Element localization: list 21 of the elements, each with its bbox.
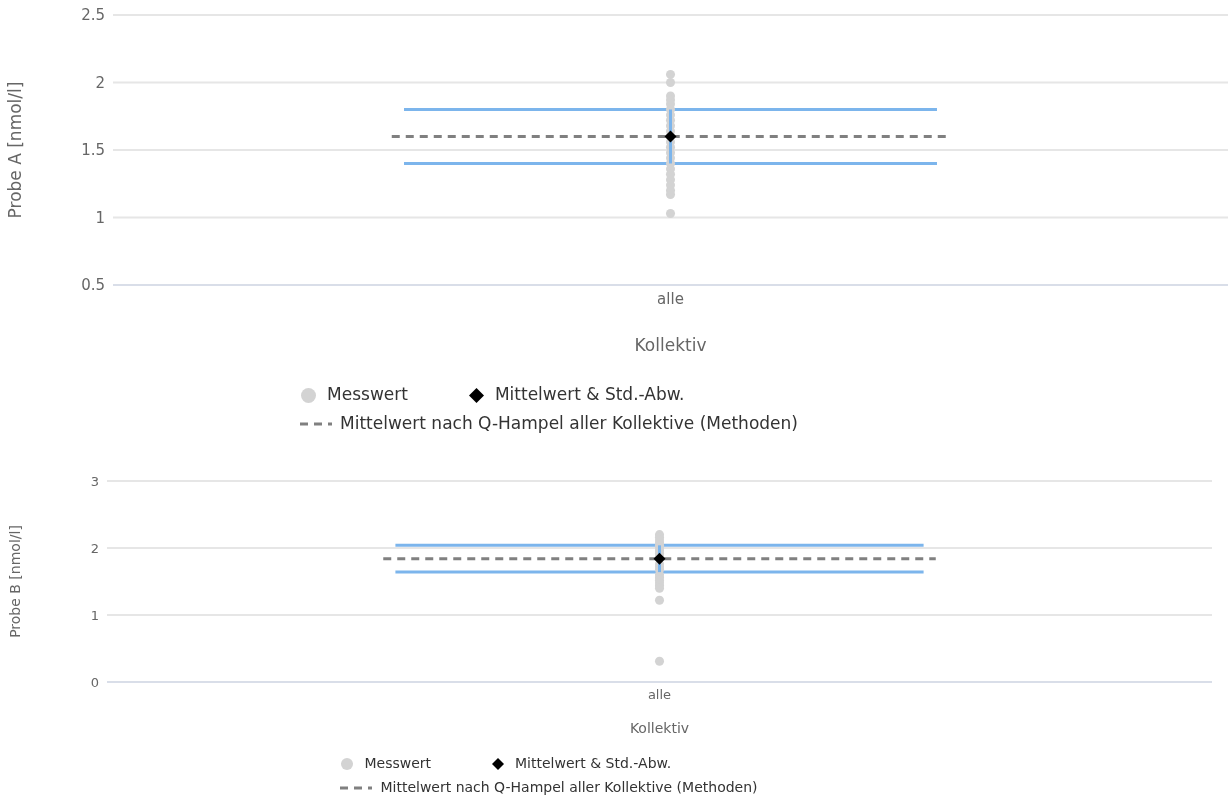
y-tick-label: 2.5 bbox=[81, 6, 105, 25]
y-tick-label: 2 bbox=[90, 540, 99, 556]
y-tick-label: 0.5 bbox=[81, 276, 105, 295]
y-tick-label: 2 bbox=[95, 73, 105, 92]
x-axis-title: Kollektiv bbox=[629, 720, 690, 736]
y-tick-label: 3 bbox=[90, 473, 99, 489]
legend-label: Messwert bbox=[363, 755, 432, 771]
legend-label: Messwert bbox=[326, 384, 408, 404]
y-tick-label: 0 bbox=[90, 674, 99, 690]
legend-label: Mittelwert & Std.-Abw. bbox=[514, 755, 672, 771]
legend-label: Mittelwert nach Q-Hampel aller Kollektive (Methoden) bbox=[339, 411, 798, 435]
legend-label: Mittelwert & Std.-Abw. bbox=[493, 384, 685, 404]
x-tick-label: alle bbox=[657, 289, 684, 308]
y-axis-title: Probe B [nmol/l] bbox=[6, 525, 23, 638]
x-tick-label: alle bbox=[647, 687, 672, 703]
y-tick-label: 1.5 bbox=[81, 141, 105, 160]
legend-label: Mittelwert nach Q-Hampel aller Kollektive (Methoden) bbox=[379, 777, 758, 796]
x-axis-title: Kollektiv bbox=[634, 335, 707, 355]
y-tick-label: 1 bbox=[90, 607, 99, 623]
y-axis-title: Probe A [nmol/l] bbox=[5, 81, 26, 219]
y-tick-label: 1 bbox=[95, 208, 105, 227]
